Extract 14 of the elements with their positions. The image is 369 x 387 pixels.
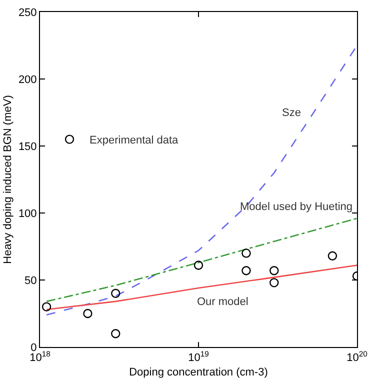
- y-tick-label: 250: [18, 6, 37, 19]
- legend-label: Experimental data: [90, 134, 180, 147]
- x-tick-label: 10$^{20}$: [346, 350, 368, 364]
- x-axis-title: Doping concentration (cm-3): [129, 366, 268, 378]
- y-tick-label: 100: [18, 208, 37, 220]
- series-label: Model used by Hueting: [240, 201, 353, 213]
- y-tick-label: 0: [30, 342, 37, 354]
- series-label: Our model: [197, 296, 248, 308]
- y-tick-label: 200: [18, 74, 37, 86]
- x-tick-label: 10$^{19}$: [188, 350, 209, 364]
- y-tick-label: 150: [18, 140, 37, 153]
- y-tick-label: 50: [24, 274, 37, 287]
- y-axis-title: Heavy doping induced BGN (meV): [2, 95, 14, 264]
- series-label: Sze: [282, 107, 301, 119]
